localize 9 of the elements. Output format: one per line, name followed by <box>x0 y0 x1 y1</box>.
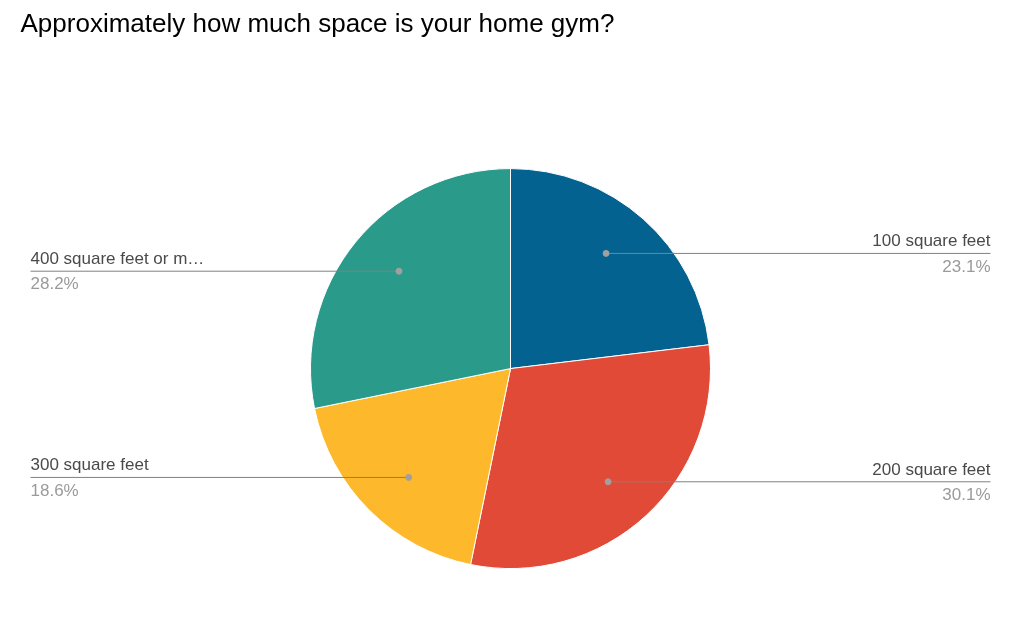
slice-label: 100 square feet <box>872 231 991 251</box>
slice-label: 300 square feet <box>30 455 149 475</box>
chart-title: Approximately how much space is your home gym? <box>20 7 615 38</box>
data-label: 30.1% <box>942 484 991 504</box>
data-label: 18.6% <box>30 480 79 500</box>
data-label: 28.2% <box>30 274 79 294</box>
data-label: 23.1% <box>942 256 991 276</box>
slice-label: 400 square feet or m… <box>30 248 205 268</box>
slice-label: 200 square feet <box>872 459 991 479</box>
